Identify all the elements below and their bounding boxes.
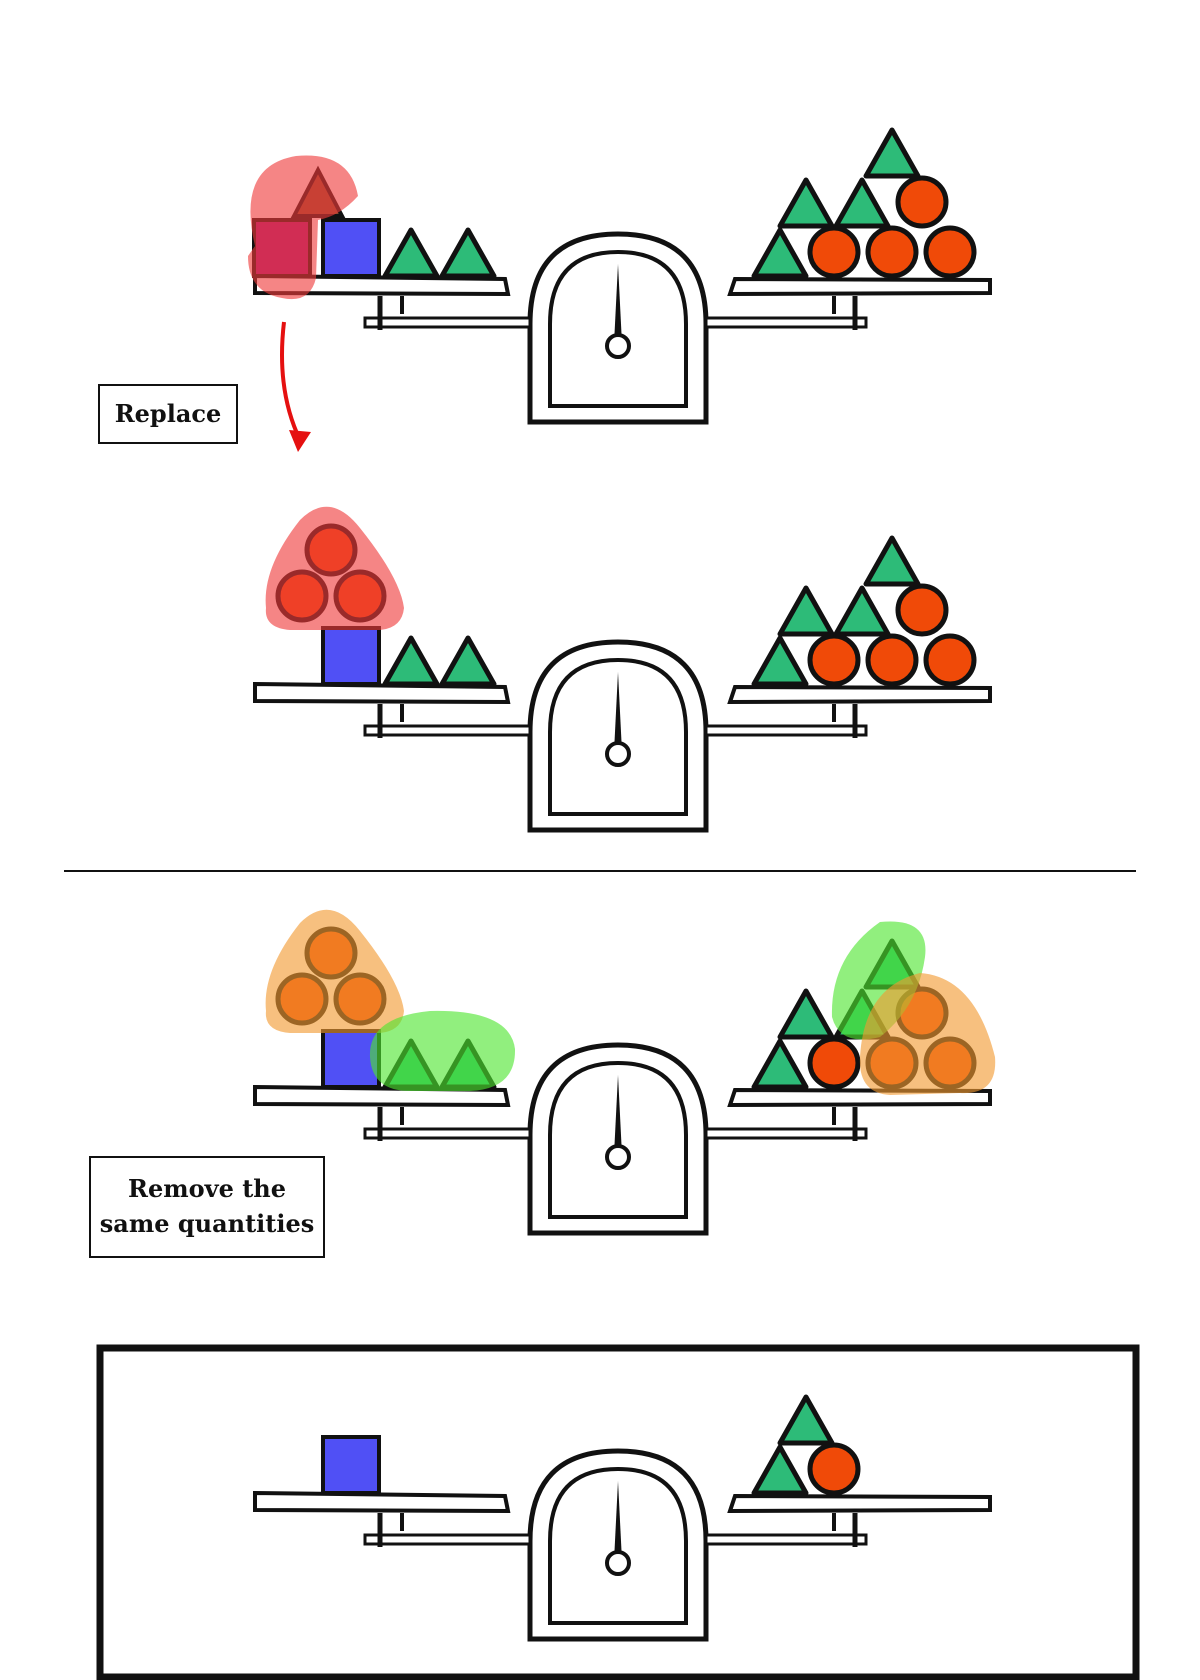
left-pan-items [321, 1435, 381, 1495]
triangle-shape [833, 177, 891, 229]
triangle-shape [382, 635, 440, 687]
triangle-shape [777, 177, 835, 229]
green-highlight-left [369, 1010, 516, 1091]
triangle-shape [751, 1038, 809, 1090]
triangle-shape [439, 227, 497, 279]
circle-shape [807, 1036, 861, 1090]
circle-shape [807, 633, 861, 687]
circle-shape [807, 1442, 861, 1496]
circle-shape [895, 175, 949, 229]
triangle-shape [751, 227, 809, 279]
triangle-shape [777, 585, 835, 637]
triangle-shape [777, 988, 835, 1040]
triangle-shape [863, 127, 921, 179]
circle-shape [895, 583, 949, 637]
triangle-shape [439, 635, 497, 687]
balance-scale-result [255, 1394, 990, 1639]
triangle-shape [751, 1444, 809, 1496]
triangle-shape [382, 227, 440, 279]
remove-same-quantities-label: Remove the same quantities [89, 1156, 325, 1258]
right-pan-items [751, 1394, 861, 1496]
triangle-shape [863, 535, 921, 587]
triangle-shape [751, 635, 809, 687]
arrow-head-icon [289, 430, 311, 452]
triangle-shape [833, 585, 891, 637]
circle-shape [923, 633, 977, 687]
balance-scale-remove-same [255, 909, 996, 1233]
circle-shape [807, 225, 861, 279]
circle-shape [865, 225, 919, 279]
balance-scale-replaced [255, 506, 990, 830]
orange-highlight [265, 909, 404, 1033]
right-pan-items [751, 127, 977, 279]
remove-label-line-2: same quantities [99, 1209, 315, 1238]
circle-shape [923, 225, 977, 279]
remove-label-line-1: Remove the [128, 1174, 286, 1204]
red-highlight [265, 506, 404, 630]
square-shape [321, 218, 381, 278]
square-shape [321, 1435, 381, 1495]
result-frame [96, 1344, 1140, 1680]
balance-scale-original [248, 127, 990, 422]
replace-label: Replace [98, 384, 238, 444]
square-shape [321, 626, 381, 686]
red-highlight [248, 155, 358, 300]
circle-shape [865, 633, 919, 687]
right-pan-items [751, 535, 977, 687]
replace-label-text: Replace [114, 398, 222, 428]
replace-arrow [280, 321, 302, 441]
orange-highlight-right [859, 973, 996, 1095]
triangle-shape [777, 1394, 835, 1446]
